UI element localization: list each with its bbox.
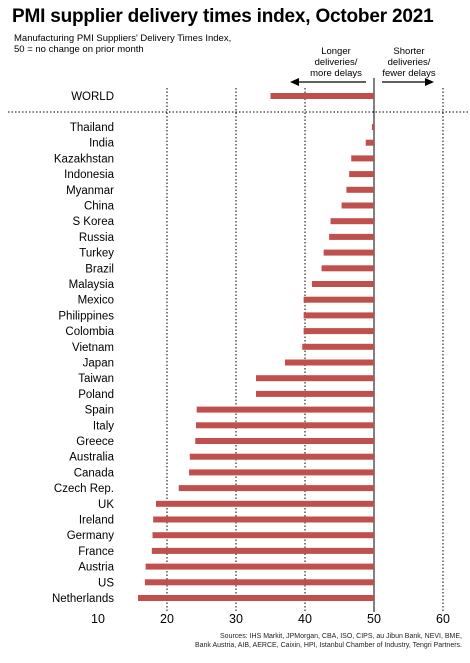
category-label: Malaysia: [69, 279, 115, 291]
category-label: Turkey: [79, 248, 114, 260]
category-label: Myanmar: [66, 185, 114, 197]
x-tick-label: 20: [160, 612, 174, 626]
x-tick-label: 50: [367, 612, 381, 626]
bar: [303, 312, 374, 319]
bar: [284, 359, 374, 366]
bar: [178, 485, 374, 492]
x-tick-label: 60: [436, 612, 450, 626]
direction-line: deliveries/: [314, 57, 358, 68]
category-label: Greece: [76, 436, 114, 448]
bar: [371, 124, 374, 130]
sources-line: Sources: IHS Markit, JPMorgan, CBA, ISO,…: [220, 633, 462, 640]
bar: [323, 249, 374, 256]
bar: [155, 500, 374, 507]
sources-line: Bank Austria, AIB, AERCE, Caixin, HPI, I…: [194, 641, 462, 649]
category-label: Vietnam: [72, 342, 114, 354]
category-label: Germany: [67, 530, 115, 542]
bar: [329, 233, 374, 240]
world-bar: [270, 93, 374, 99]
category-label: Thailand: [70, 122, 114, 134]
category-label: Spain: [85, 405, 114, 417]
chart-title: PMI supplier delivery times index, Octob…: [12, 6, 434, 27]
category-label: Italy: [93, 420, 114, 432]
category-label: Canada: [74, 467, 115, 479]
category-label: Taiwan: [78, 373, 114, 385]
bar: [145, 563, 374, 570]
category-label: Poland: [78, 389, 114, 401]
category-label: India: [89, 138, 115, 150]
bar: [195, 438, 374, 444]
category-label: US: [98, 577, 114, 589]
shorter-deliveries-label: Shorter deliveries/ fewer delays: [376, 46, 442, 79]
bar: [153, 516, 374, 523]
category-label: UK: [98, 499, 114, 511]
bar: [152, 532, 374, 539]
category-label: Australia: [69, 452, 114, 464]
world-label: WORLD: [71, 91, 114, 103]
bar: [196, 406, 374, 413]
bar: [144, 579, 374, 586]
bar: [341, 202, 374, 209]
bar: [321, 265, 374, 272]
direction-line: more delays: [310, 68, 362, 79]
bar: [189, 453, 374, 460]
category-label: Ireland: [79, 515, 114, 527]
category-label: Mexico: [78, 295, 114, 307]
bar: [365, 139, 374, 146]
chart-subtitle: Manufacturing PMI Suppliers' Delivery Ti…: [14, 33, 231, 55]
x-tick-label: 40: [298, 612, 312, 626]
bar: [346, 186, 374, 193]
bar: [303, 328, 374, 335]
subtitle-line: Manufacturing PMI Suppliers' Delivery Ti…: [14, 33, 232, 44]
category-label: Colombia: [65, 326, 114, 338]
bar: [256, 390, 374, 397]
category-label: Japan: [83, 358, 114, 370]
category-label: France: [78, 546, 114, 558]
bar: [138, 595, 374, 601]
right-arrow-head: [425, 78, 434, 86]
bar: [256, 375, 374, 382]
bar: [330, 218, 374, 225]
category-label: Czech Rep.: [54, 483, 114, 495]
category-label: Russia: [79, 232, 115, 244]
bar: [303, 296, 374, 303]
bar: [349, 171, 374, 178]
direction-line: deliveries/: [387, 57, 431, 68]
direction-line: Shorter: [393, 46, 425, 57]
longer-deliveries-label: Longer deliveries/ more delays: [300, 46, 372, 79]
category-label: S Korea: [72, 216, 114, 228]
sources-note: Sources: IHS Markit, JPMorgan, CBA, ISO,…: [195, 633, 462, 650]
direction-line: Longer: [321, 46, 351, 57]
subtitle-line: 50 = no change on prior month: [14, 44, 144, 55]
bar: [351, 155, 374, 162]
left-arrow-head: [290, 78, 299, 86]
category-label: Philippines: [58, 310, 114, 322]
x-tick-label: 10: [91, 612, 105, 626]
category-label: Kazakhstan: [54, 153, 114, 165]
bar: [189, 469, 374, 476]
category-label: Austria: [78, 562, 114, 574]
category-label: Netherlands: [52, 593, 114, 605]
bar: [302, 343, 374, 350]
direction-line: fewer delays: [382, 68, 436, 79]
bar: [195, 422, 374, 429]
category-label: Indonesia: [64, 169, 114, 181]
category-label: Brazil: [85, 263, 114, 275]
bar: [151, 547, 374, 554]
bar: [311, 281, 374, 287]
category-label: China: [84, 201, 115, 213]
x-tick-label: 30: [229, 612, 243, 626]
